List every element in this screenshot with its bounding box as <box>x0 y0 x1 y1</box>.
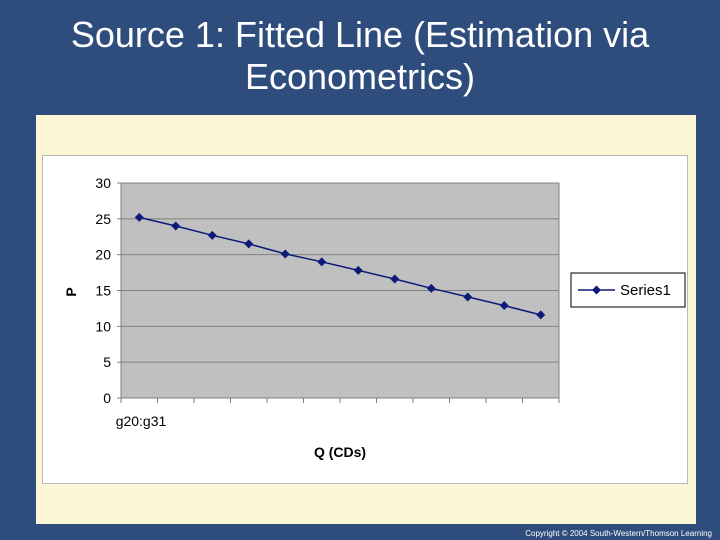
series1-line <box>139 216 541 316</box>
slide-title: Source 1: Fitted Line (Estimation via Ec… <box>70 14 650 97</box>
data-point <box>134 212 144 222</box>
data-point <box>207 230 217 240</box>
data-point <box>280 249 290 259</box>
y-tick-label: 15 <box>95 283 111 299</box>
x-axis-label: Q (CDs) <box>314 444 366 460</box>
chart-canvas: 0 5 10 15 20 25 30 P g20:g31 Q (CDs) Series1 <box>42 155 688 484</box>
legend: Series1 <box>570 272 686 308</box>
x-tick-label: g20:g31 <box>116 413 167 429</box>
data-point <box>499 301 509 311</box>
y-tick-label: 5 <box>103 354 111 370</box>
data-point <box>317 257 327 267</box>
data-point <box>536 310 546 320</box>
data-point <box>244 239 254 249</box>
y-tick-label: 10 <box>95 318 111 334</box>
data-point <box>463 292 473 302</box>
data-point <box>171 221 181 231</box>
chart-area: 0 5 10 15 20 25 30 P g20:g31 Q (CDs) Series1 <box>36 115 696 524</box>
legend-label: Series1 <box>620 282 671 299</box>
y-axis-label: P <box>63 287 79 296</box>
y-tick-label: 0 <box>103 390 111 406</box>
legend-marker <box>592 285 601 295</box>
y-tick-label: 30 <box>95 175 111 191</box>
data-point <box>390 274 400 284</box>
line-chart: 0 5 10 15 20 25 30 P g20:g31 Q (CDs) Series1 <box>63 175 686 460</box>
copyright-text: Copyright © 2004 South-Western/Thomson L… <box>525 529 712 538</box>
y-tick-label: 20 <box>95 247 111 263</box>
y-tick-label: 25 <box>95 211 111 227</box>
data-point <box>353 265 363 275</box>
data-point <box>426 283 436 293</box>
